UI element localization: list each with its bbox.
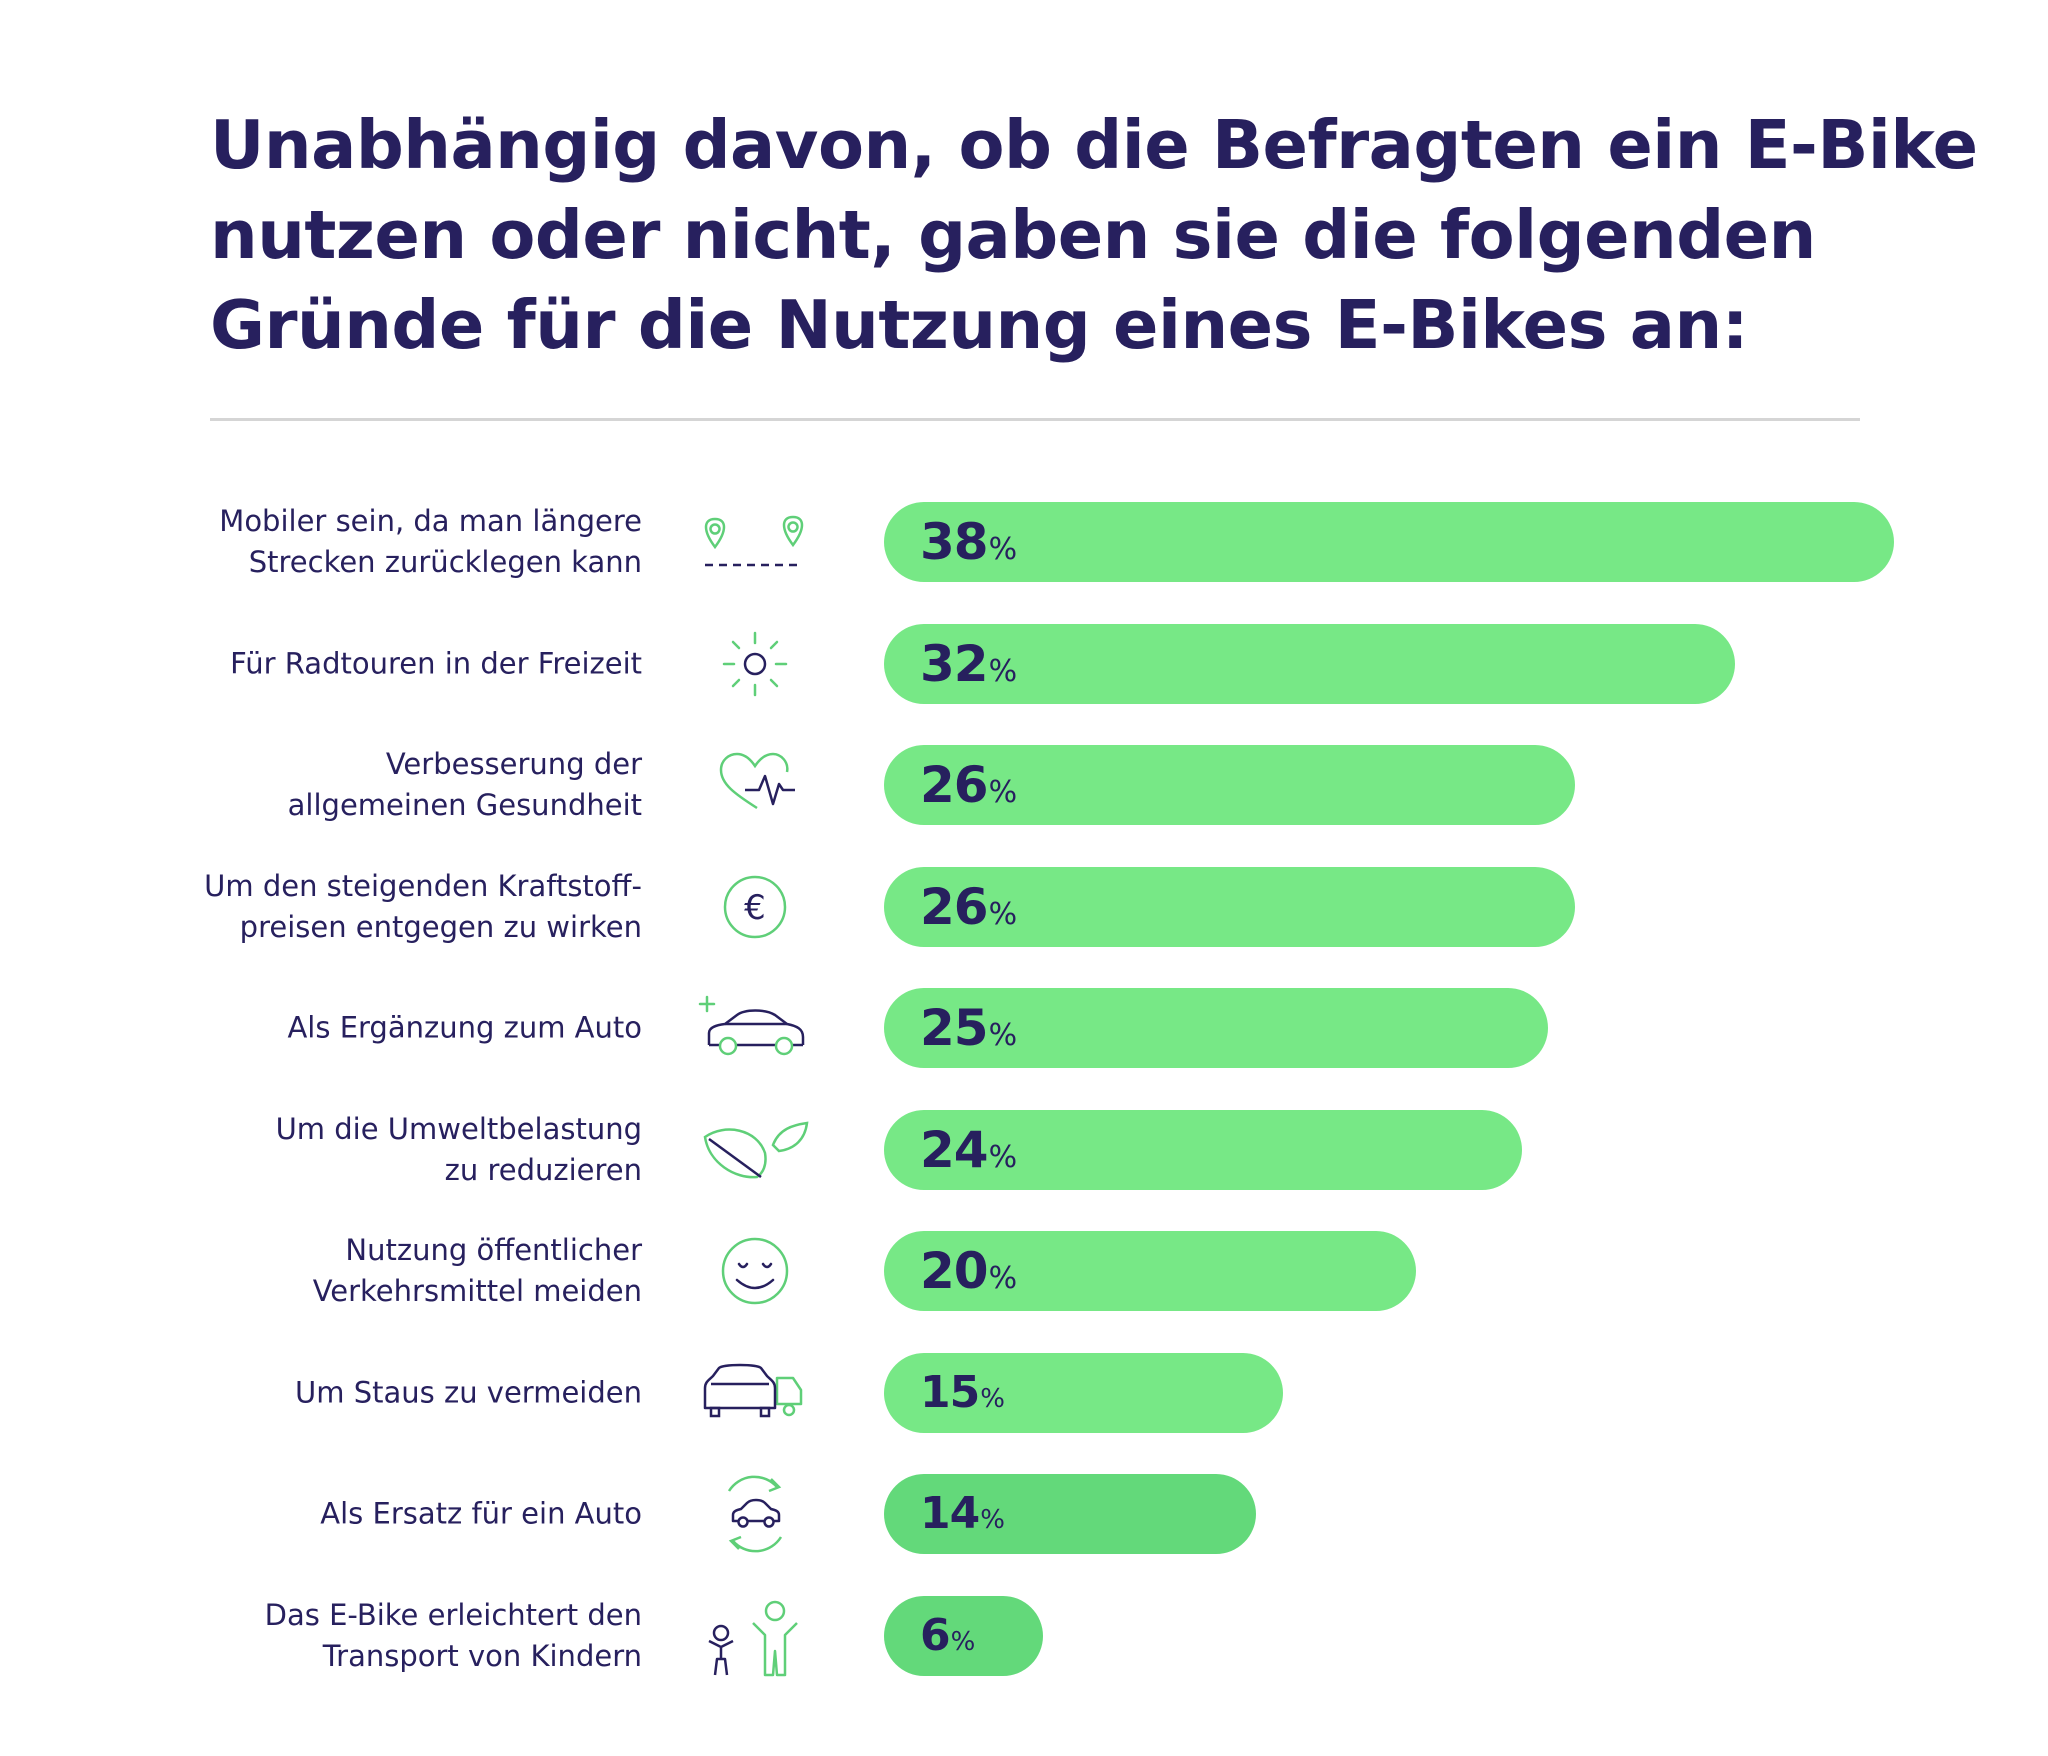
title-line-3: Gründe für die Nutzung eines E-Bikes an: <box>210 286 1749 364</box>
bar: 25% <box>884 988 1549 1068</box>
category-label-line: preisen entgegen zu wirken <box>239 909 642 944</box>
category-label: Nutzung öffentlicher Verkehrsmittel meide… <box>82 1230 642 1312</box>
category-label-line: Verbesserung der <box>385 747 642 781</box>
data-label-unit: % <box>988 896 1018 932</box>
title-divider <box>210 418 1860 421</box>
category-label-line: Um die Umweltbelastung <box>275 1111 642 1146</box>
data-label: 26% <box>920 882 1017 932</box>
data-label: 25% <box>920 1003 1017 1053</box>
bar-row: Das E-Bike erleichtert den Transport von … <box>0 1595 2048 1677</box>
data-label-value: 14 <box>920 1488 980 1539</box>
sun-icon <box>695 619 815 709</box>
chart-title: Unabhängig davon, ob die Befragten ein E… <box>210 100 1978 370</box>
smiley-icon <box>695 1226 815 1316</box>
category-label-line: Verkehrsmittel meiden <box>312 1274 642 1308</box>
traffic-jam-icon <box>695 1348 815 1438</box>
bar: 15% <box>884 1352 1283 1433</box>
category-label: Um Staus zu vermeiden <box>82 1372 642 1413</box>
bar: 32% <box>884 623 1735 704</box>
data-label-value: 15 <box>920 1366 980 1418</box>
bar-row: Nutzung öffentlicher Verkehrsmittel meide… <box>0 1231 2048 1311</box>
category-label: Das E-Bike erleichtert den Transport von … <box>82 1595 642 1677</box>
category-label-line: Als Ersatz für ein Auto <box>320 1496 642 1531</box>
bar-row: Für Radtouren in der Freizeit 32% <box>0 623 2048 704</box>
data-label-unit: % <box>988 532 1018 567</box>
data-label-unit: % <box>980 1505 1005 1535</box>
data-label-value: 38 <box>920 513 989 571</box>
category-label-line: Mobiler sein, da man längere <box>219 504 642 538</box>
category-label-line: Um Staus zu vermeiden <box>295 1375 642 1409</box>
data-label: 20% <box>920 1246 1017 1296</box>
bar-row: Als Ersatz für ein Auto 14% <box>0 1474 2048 1554</box>
data-label-value: 6 <box>920 1609 951 1661</box>
bar: 26% <box>884 745 1576 825</box>
category-label: Mobiler sein, da man längere Strecken zur… <box>82 501 642 583</box>
data-label: 32% <box>920 639 1017 689</box>
bar-row: Verbesserung der allgemeinen Gesundheit 26… <box>0 745 2048 825</box>
category-label-line: Nutzung öffentlicher <box>345 1233 642 1267</box>
data-label-value: 20 <box>920 1242 989 1300</box>
car-replace-icon <box>695 1469 815 1559</box>
children-icon <box>695 1591 815 1681</box>
data-label-unit: % <box>988 775 1018 810</box>
svg-text:€: € <box>744 888 766 928</box>
category-label: Für Radtouren in der Freizeit <box>82 643 642 684</box>
category-label-line: Transport von Kindern <box>322 1638 642 1673</box>
bar-row: Um den steigenden Kraftstoff-preisen ent… <box>0 866 2048 948</box>
category-label-line: Für Radtouren in der Freizeit <box>230 646 642 680</box>
data-label-unit: % <box>988 1018 1018 1053</box>
category-label-line: allgemeinen Gesundheit <box>287 788 642 822</box>
bar-row: Um die Umweltbelastung zu reduzieren 24% <box>0 1109 2048 1191</box>
category-label-line: Als Ergänzung zum Auto <box>287 1010 642 1045</box>
category-label-line: zu reduzieren <box>444 1152 642 1187</box>
data-label-value: 32 <box>920 634 989 693</box>
data-label-unit: % <box>950 1626 976 1657</box>
data-label: 26% <box>920 760 1017 810</box>
map-route-icon <box>695 497 815 587</box>
heart-pulse-icon <box>695 740 815 830</box>
category-label: Als Ersatz für ein Auto <box>82 1494 642 1535</box>
bar-row: Als Ergänzung zum Auto 25% <box>0 988 2048 1068</box>
category-label: Verbesserung der allgemeinen Gesundheit <box>82 744 642 826</box>
bar: 14% <box>884 1474 1257 1554</box>
bar-row: Mobiler sein, da man längere Strecken zur… <box>0 502 2048 582</box>
data-label-value: 25 <box>920 999 989 1057</box>
data-label: 14% <box>920 1492 1005 1536</box>
category-label-line: Strecken zurücklegen kann <box>248 545 642 579</box>
leaf-icon <box>695 1105 815 1195</box>
data-label: 15% <box>920 1370 1005 1415</box>
data-label-unit: % <box>980 1383 1005 1414</box>
car-plus-icon <box>695 983 815 1073</box>
category-label: Um die Umweltbelastung zu reduzieren <box>82 1109 642 1191</box>
data-label: 38% <box>920 517 1017 567</box>
bar: 20% <box>884 1231 1416 1311</box>
category-label: Um den steigenden Kraftstoff-preisen ent… <box>82 866 642 948</box>
data-label-unit: % <box>988 653 1018 689</box>
category-label: Als Ergänzung zum Auto <box>82 1008 642 1049</box>
bar: 6% <box>884 1595 1044 1676</box>
data-label: 24% <box>920 1125 1017 1175</box>
title-line-1: Unabhängig davon, ob die Befragten ein E… <box>210 106 1978 184</box>
data-label-unit: % <box>988 1139 1018 1175</box>
category-label-line: Um den steigenden Kraftstoff- <box>204 868 642 903</box>
data-label: 6% <box>920 1613 976 1658</box>
data-label-value: 26 <box>920 756 989 814</box>
euro-icon: € <box>695 862 815 952</box>
bar: 38% <box>884 502 1894 582</box>
data-label-unit: % <box>988 1261 1018 1296</box>
bar: 24% <box>884 1109 1522 1190</box>
category-label-line: Das E-Bike erleichtert den <box>264 1597 642 1632</box>
title-line-2: nutzen oder nicht, gaben sie die folgend… <box>210 196 1816 274</box>
bar: 26% <box>884 866 1576 947</box>
data-label-value: 26 <box>920 877 989 936</box>
bar-row: Um Staus zu vermeiden 15% <box>0 1352 2048 1433</box>
data-label-value: 24 <box>920 1120 989 1179</box>
